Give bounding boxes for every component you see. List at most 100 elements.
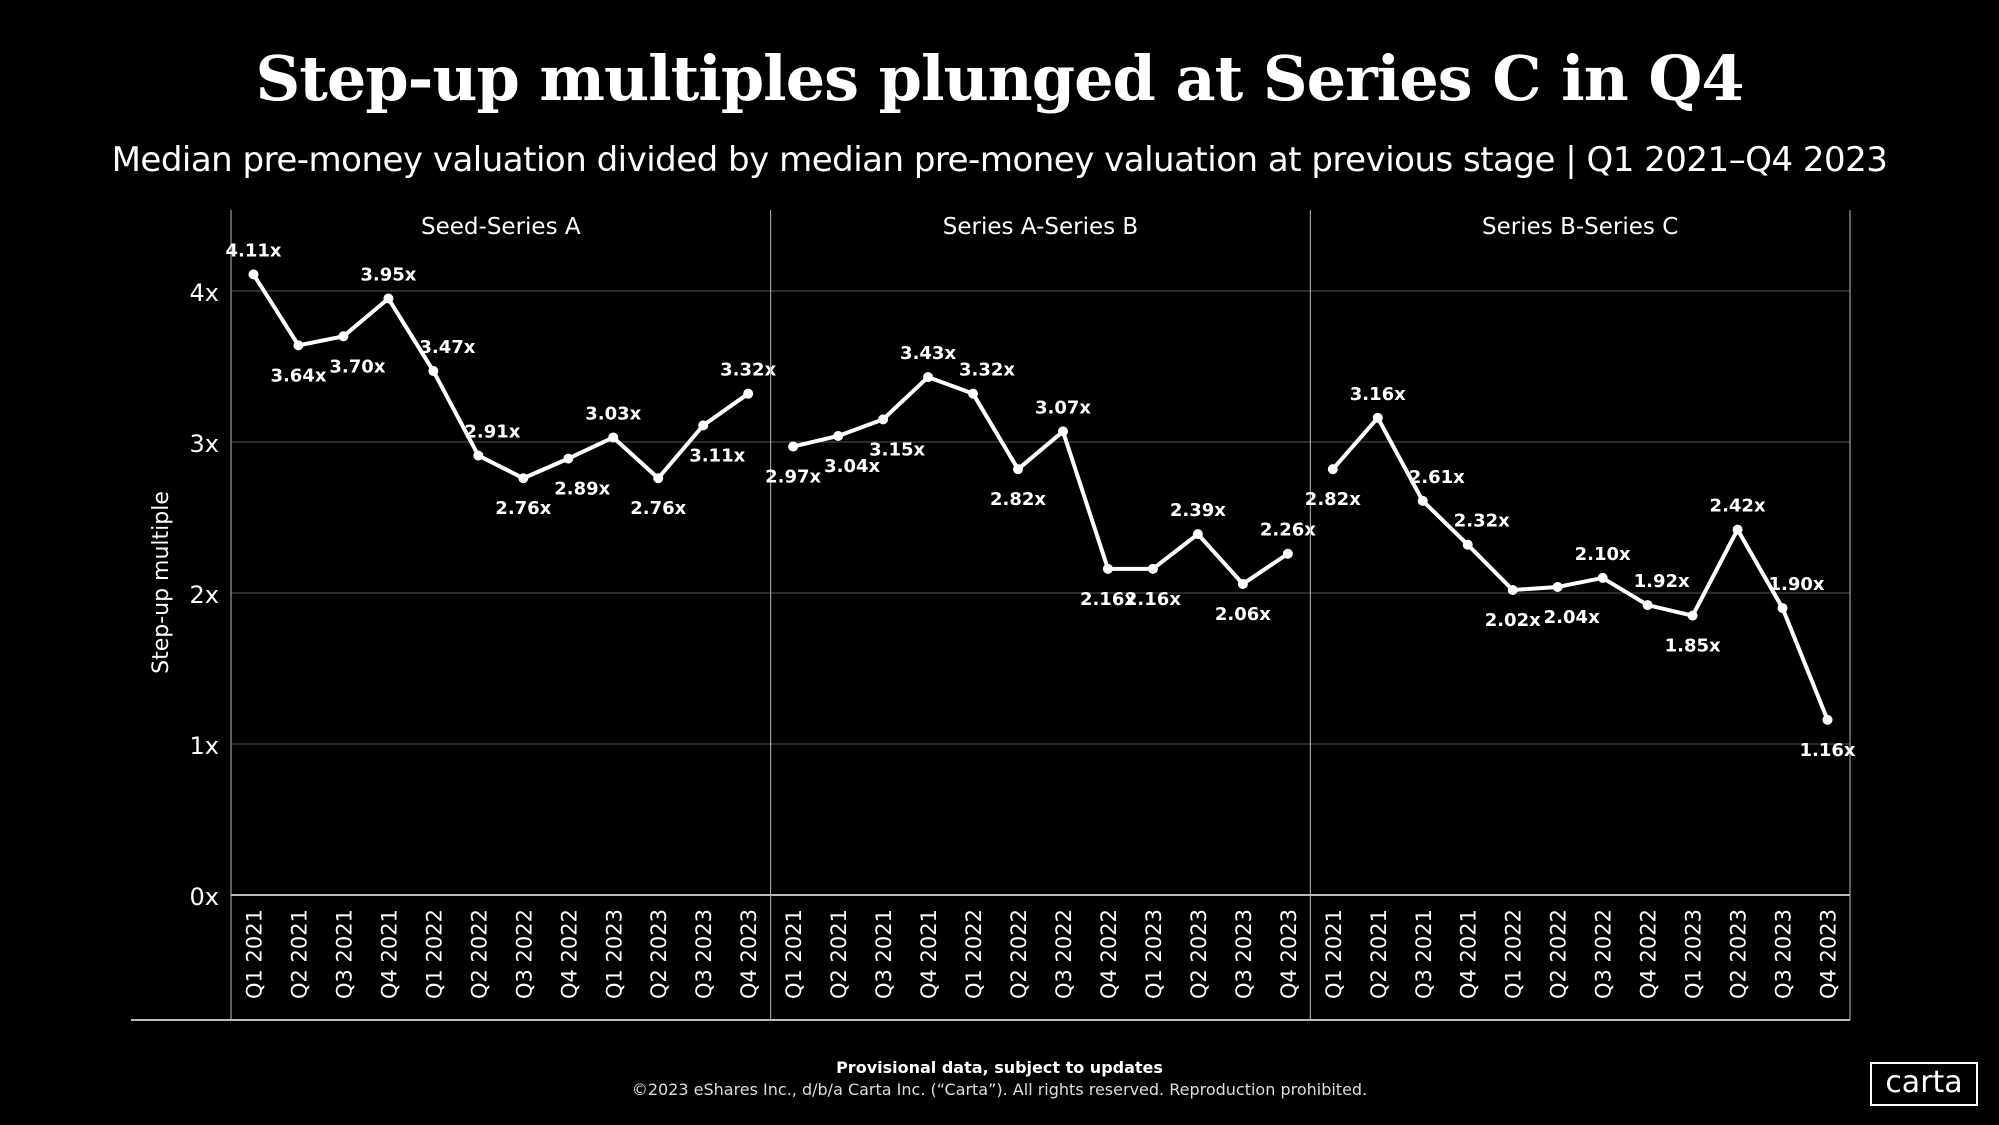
data-label: 3.43x bbox=[900, 343, 956, 364]
data-label: 3.11x bbox=[689, 445, 745, 466]
data-point bbox=[788, 441, 799, 452]
data-label: 2.02x bbox=[1485, 610, 1541, 631]
x-tick-label: Q2 2022 bbox=[1007, 909, 1031, 999]
y-tick-label: 3x bbox=[190, 430, 219, 458]
panel-title: Series B-Series C bbox=[1482, 214, 1678, 240]
x-tick-label: Q4 2021 bbox=[1457, 909, 1481, 999]
x-tick-label: Q3 2023 bbox=[1772, 909, 1796, 999]
series-line bbox=[1331, 415, 1830, 721]
x-tick-label: Q1 2021 bbox=[1322, 909, 1346, 999]
data-label: 3.15x bbox=[869, 439, 925, 460]
chart-title: Step-up multiples plunged at Series C in… bbox=[255, 42, 1744, 115]
x-tick-label: Q1 2022 bbox=[1502, 909, 1526, 999]
data-point bbox=[608, 432, 619, 443]
x-tick-label: Q4 2021 bbox=[917, 909, 941, 999]
data-label: 1.92x bbox=[1634, 571, 1690, 592]
data-point bbox=[293, 340, 304, 351]
x-tick-label: Q4 2021 bbox=[377, 909, 401, 999]
data-point bbox=[1642, 600, 1653, 611]
footer-copyright: ©2023 eShares Inc., d/b/a Carta Inc. (“C… bbox=[631, 1080, 1368, 1099]
data-point bbox=[653, 473, 664, 484]
x-tick-label: Q2 2022 bbox=[1547, 909, 1571, 999]
data-point bbox=[698, 420, 709, 431]
data-point bbox=[1732, 524, 1743, 535]
data-point bbox=[428, 366, 439, 377]
data-label: 2.16x bbox=[1125, 589, 1181, 610]
data-label: 2.82x bbox=[990, 489, 1046, 510]
x-tick-label: Q1 2021 bbox=[242, 909, 266, 999]
data-label: 3.64x bbox=[270, 365, 326, 386]
x-tick-label: Q2 2021 bbox=[1367, 909, 1391, 999]
y-tick-label: 4x bbox=[190, 279, 219, 307]
data-label: 4.11x bbox=[225, 240, 281, 261]
data-label: 2.89x bbox=[554, 479, 610, 500]
data-label: 3.32x bbox=[959, 360, 1015, 381]
x-tick-label: Q2 2021 bbox=[827, 909, 851, 999]
data-label: 2.04x bbox=[1544, 607, 1600, 628]
data-point bbox=[1777, 603, 1788, 614]
data-point bbox=[923, 372, 934, 383]
chart-subtitle: Median pre-money valuation divided by me… bbox=[111, 140, 1888, 180]
x-tick-label: Q1 2022 bbox=[962, 909, 986, 999]
panel-title: Seed-Series A bbox=[421, 214, 581, 240]
data-label: 2.32x bbox=[1454, 511, 1510, 532]
data-point bbox=[1057, 426, 1068, 437]
data-point bbox=[1147, 563, 1158, 574]
data-point bbox=[878, 414, 889, 425]
data-point bbox=[1597, 572, 1608, 583]
data-label: 3.47x bbox=[419, 337, 475, 358]
data-point bbox=[1013, 464, 1024, 475]
data-label: 3.32x bbox=[720, 360, 776, 381]
data-label: 1.16x bbox=[1799, 740, 1855, 761]
data-label: 3.70x bbox=[329, 356, 385, 377]
x-tick-label: Q1 2023 bbox=[602, 909, 626, 999]
data-label: 2.76x bbox=[495, 498, 551, 519]
data-point bbox=[473, 450, 484, 461]
x-tick-label: Q3 2021 bbox=[1412, 909, 1436, 999]
panel-title: Series A-Series B bbox=[943, 214, 1138, 240]
carta-logo: carta bbox=[1870, 1062, 1978, 1106]
data-point bbox=[1237, 578, 1248, 589]
data-point bbox=[743, 388, 754, 399]
x-tick-label: Q3 2022 bbox=[1592, 909, 1616, 999]
x-tick-label: Q3 2022 bbox=[512, 909, 536, 999]
x-tick-label: Q4 2022 bbox=[1637, 909, 1661, 999]
data-point bbox=[968, 388, 979, 399]
x-tick-label: Q2 2023 bbox=[1187, 909, 1211, 999]
data-label: 1.85x bbox=[1665, 636, 1721, 657]
data-point bbox=[1462, 539, 1473, 550]
data-label: 3.16x bbox=[1350, 384, 1406, 405]
data-label: 2.97x bbox=[765, 467, 821, 488]
x-tick-label: Q4 2022 bbox=[1097, 909, 1121, 999]
x-tick-label: Q4 2023 bbox=[1277, 909, 1301, 999]
data-point bbox=[338, 331, 349, 342]
x-tick-label: Q3 2023 bbox=[692, 909, 716, 999]
data-point bbox=[383, 293, 394, 304]
data-point bbox=[1282, 548, 1293, 559]
x-tick-label: Q4 2023 bbox=[1817, 909, 1841, 999]
data-point bbox=[1552, 581, 1563, 592]
series-line bbox=[251, 273, 750, 481]
x-tick-label: Q4 2022 bbox=[557, 909, 581, 999]
y-axis-label: Step-up multiple bbox=[149, 491, 174, 674]
x-tick-label: Q3 2023 bbox=[1232, 909, 1256, 999]
x-tick-label: Q3 2021 bbox=[872, 909, 896, 999]
footer-note: Provisional data, subject to updates bbox=[836, 1058, 1163, 1077]
data-point bbox=[1372, 412, 1383, 423]
x-tick-label: Q3 2022 bbox=[1052, 909, 1076, 999]
x-tick-label: Q2 2023 bbox=[1727, 909, 1751, 999]
data-label: 1.90x bbox=[1769, 574, 1825, 595]
data-point bbox=[1687, 610, 1698, 621]
x-tick-label: Q3 2021 bbox=[332, 909, 356, 999]
series-line bbox=[792, 375, 1289, 586]
data-point bbox=[1417, 495, 1428, 506]
data-label: 2.26x bbox=[1260, 520, 1316, 541]
x-tick-label: Q2 2021 bbox=[287, 909, 311, 999]
data-label: 3.04x bbox=[824, 456, 880, 477]
data-label: 3.07x bbox=[1035, 397, 1091, 418]
data-label: 2.06x bbox=[1215, 604, 1271, 625]
x-tick-label: Q4 2023 bbox=[737, 909, 761, 999]
data-label: 2.76x bbox=[630, 498, 686, 519]
x-tick-label: Q1 2023 bbox=[1142, 909, 1166, 999]
